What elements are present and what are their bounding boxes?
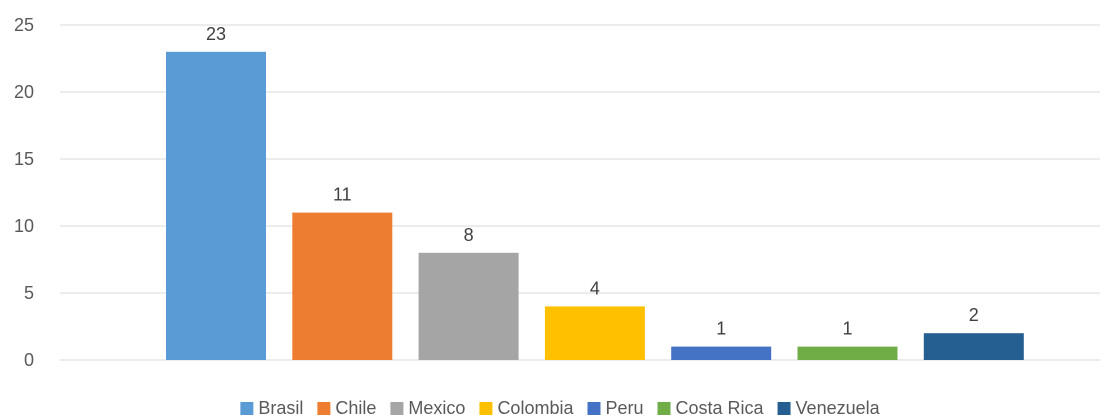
legend-swatch — [317, 402, 331, 415]
y-tick-label: 10 — [14, 216, 34, 236]
legend-item: Colombia — [479, 398, 574, 418]
legend-swatch — [777, 402, 791, 415]
legend-item: Peru — [587, 398, 644, 418]
y-tick-label: 15 — [14, 149, 34, 169]
y-tick-label: 5 — [24, 283, 34, 303]
legend-label: Costa Rica — [676, 398, 765, 418]
legend-swatch — [390, 402, 404, 415]
legend-label: Colombia — [497, 398, 574, 418]
data-label: 1 — [716, 319, 726, 339]
bar-venezuela — [923, 333, 1024, 360]
legend-label: Chile — [335, 398, 376, 418]
data-label: 4 — [590, 278, 600, 298]
y-tick-label: 0 — [24, 350, 34, 370]
legend-item: Chile — [317, 398, 376, 418]
bar-chile — [292, 212, 393, 360]
y-axis-tick-labels: 0 5 10 15 20 25 — [14, 15, 34, 370]
legend-item: Mexico — [390, 398, 465, 418]
data-label: 8 — [464, 225, 474, 245]
legend-item: Brasil — [240, 398, 303, 418]
legend: Brasil Chile Mexico Colombia Peru Costa Rica V… — [240, 398, 881, 418]
legend-item: Costa Rica — [657, 398, 765, 418]
data-label: 1 — [842, 319, 852, 339]
bar-colombia — [544, 306, 645, 360]
legend-label: Brasil — [258, 398, 303, 418]
legend-swatch — [657, 402, 671, 415]
legend-label: Venezuela — [796, 398, 881, 418]
bar-mexico — [418, 252, 519, 360]
y-tick-label: 20 — [14, 82, 34, 102]
bar-costa-rica — [797, 346, 898, 360]
y-tick-label: 25 — [14, 15, 34, 35]
bar-brasil — [166, 51, 266, 361]
data-label: 23 — [206, 24, 226, 44]
bar-peru — [671, 346, 772, 360]
data-label: 2 — [969, 305, 979, 325]
data-label: 11 — [333, 185, 352, 205]
legend-label: Peru — [605, 398, 643, 418]
legend-swatch — [587, 402, 601, 415]
legend-label: Mexico — [408, 398, 465, 418]
legend-swatch — [240, 402, 254, 415]
legend-swatch — [479, 402, 493, 415]
bars — [166, 51, 1024, 361]
legend-item: Venezuela — [777, 398, 881, 418]
